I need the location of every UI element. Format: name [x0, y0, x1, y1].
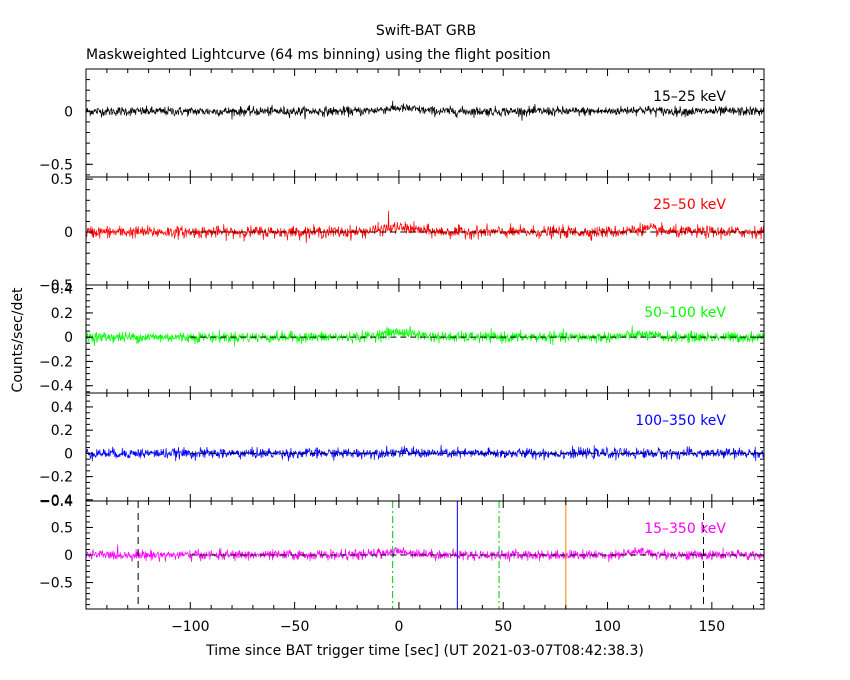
- band-label: 100–350 keV: [635, 413, 726, 429]
- x-tick-label: −100: [171, 619, 209, 635]
- lightcurve-series: [86, 210, 764, 244]
- lightcurve-series: [86, 100, 764, 121]
- y-tick-label: −0.4: [39, 379, 73, 395]
- panel-frame: [85, 68, 765, 178]
- panel-15-350-kev: 0.5 0 −0.5 −0.4 15–350 keV: [39, 494, 765, 610]
- x-tick-label: 100: [594, 619, 621, 635]
- x-tick-label: 150: [698, 619, 725, 635]
- band-label: 15–25 keV: [653, 89, 726, 105]
- y-tick-label: 0: [64, 548, 73, 564]
- x-tick-label: −50: [280, 619, 310, 635]
- panel-100-350-kev: 0.4 0.2 0 −0.2 −0.4 100–350 keV: [39, 392, 765, 509]
- panel-25-50-kev: 0.5 0 −0.5 25–50 keV: [39, 172, 765, 294]
- y-tick-label: −0.4: [39, 493, 73, 509]
- y-tick-label: −0.5: [39, 278, 73, 294]
- y-axis-label: Counts/sec/det: [10, 287, 26, 392]
- lightcurve-panels: 0 −0.5 15–25 keV 0.5 0 −0.5 25–50 keV 0.4 0.2 0 −0…: [39, 68, 765, 635]
- y-tick-label: 0.4: [51, 282, 73, 298]
- y-tick-label: 0.5: [51, 172, 73, 188]
- y-tick-label: −0.5: [39, 157, 73, 173]
- x-tick-label: 50: [494, 619, 512, 635]
- y-tick-label: 0: [64, 104, 73, 120]
- band-label: 15–350 keV: [644, 521, 726, 537]
- x-tick-label: 0: [394, 619, 403, 635]
- x-axis-label: Time since BAT trigger time [sec] (UT 20…: [205, 643, 644, 659]
- lightcurve-series: [86, 544, 764, 563]
- chart-subtitle: Maskweighted Lightcurve (64 ms binning) …: [86, 47, 551, 63]
- panel-frame: [85, 392, 765, 502]
- band-label: 50–100 keV: [644, 305, 726, 321]
- y-tick-label: 0: [64, 225, 73, 241]
- y-tick-label: −0.2: [39, 470, 73, 486]
- y-tick-label: −0.5: [39, 576, 73, 592]
- y-tick-label: 0: [64, 446, 73, 462]
- lightcurve-series: [86, 444, 764, 462]
- y-tick-label: 0.5: [51, 520, 73, 536]
- lightcurve-series: [86, 325, 764, 347]
- y-tick-label: 0.2: [51, 423, 73, 439]
- y-tick-label: 0: [64, 330, 73, 346]
- y-tick-label: −0.2: [39, 354, 73, 370]
- chart-title: Swift-BAT GRB: [376, 23, 476, 39]
- band-label: 25–50 keV: [653, 197, 726, 213]
- panel-15-25-kev: 0 −0.5 15–25 keV: [39, 68, 765, 178]
- y-tick-label: 0.2: [51, 306, 73, 322]
- y-tick-label: −0.4: [39, 494, 73, 510]
- y-tick-label: 0.4: [51, 400, 73, 416]
- panel-50-100-kev: 0.4 0.2 0 −0.2 −0.4 50–100 keV: [39, 282, 765, 395]
